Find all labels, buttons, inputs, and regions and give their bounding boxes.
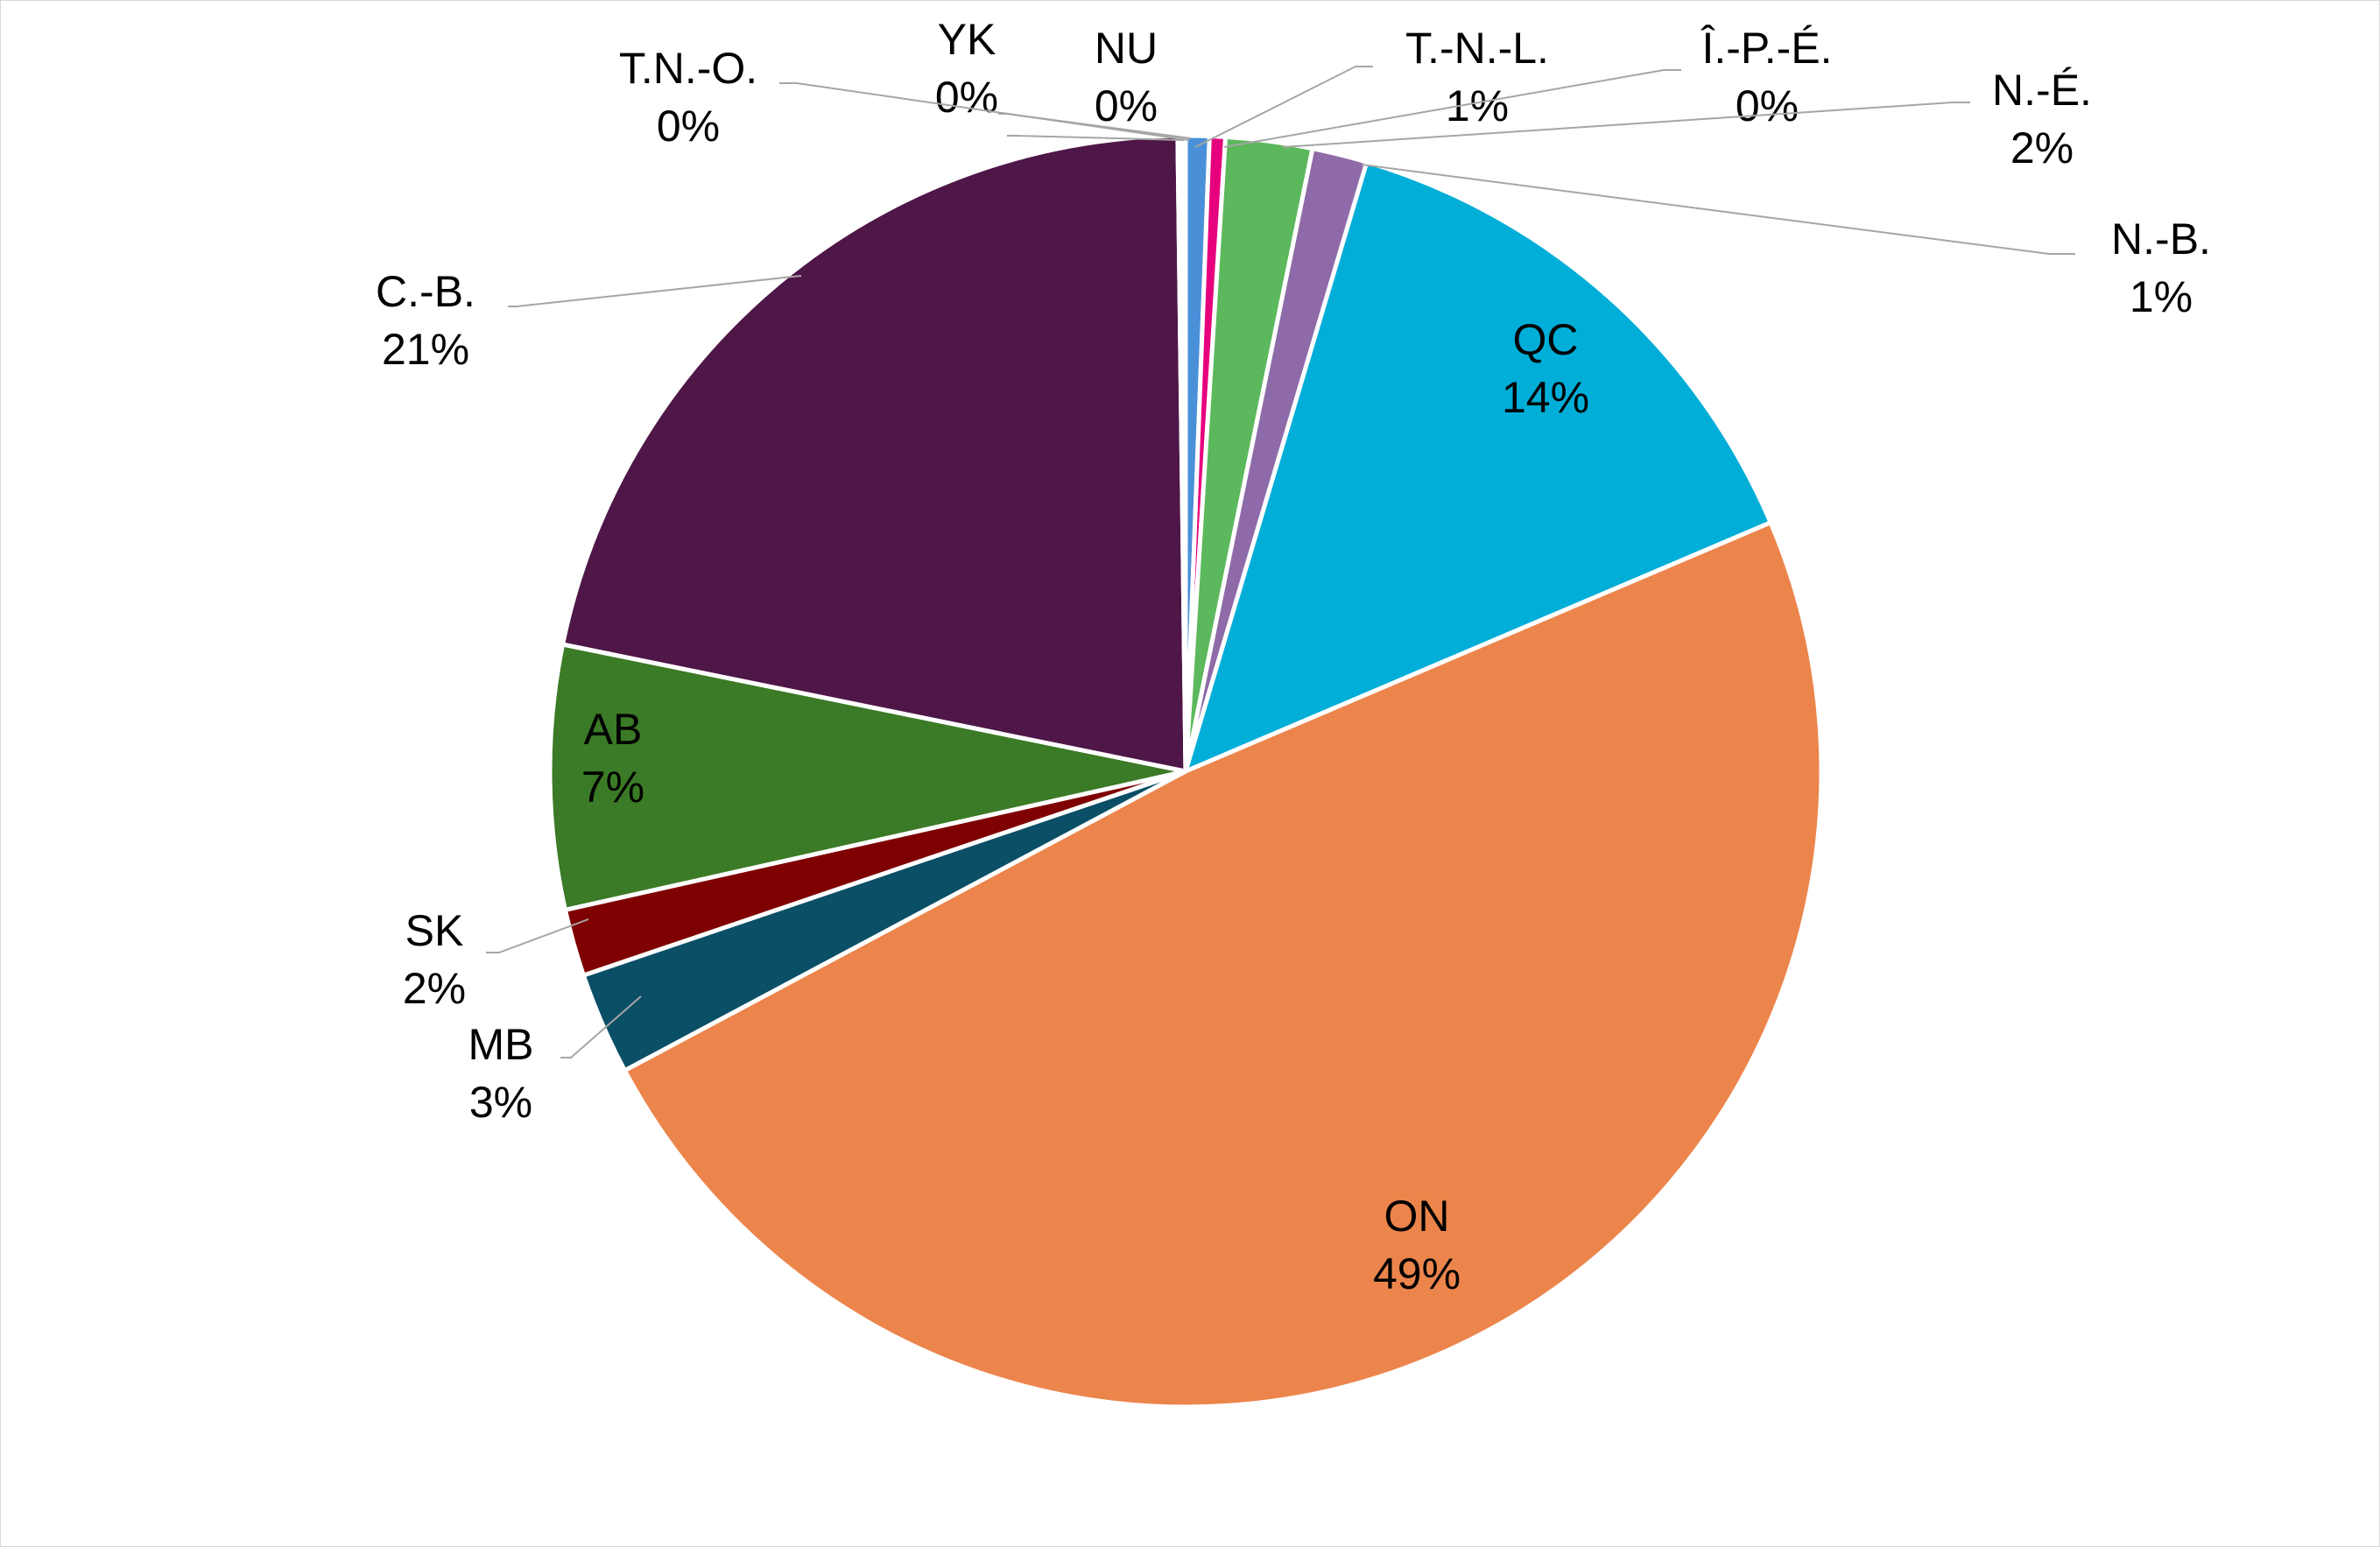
slice-percent-c-b: 21%	[382, 325, 469, 374]
slice-percent-ab: 7%	[581, 763, 644, 812]
slice-label-p: Î.-P.-É.	[1700, 24, 1832, 73]
pie-slice-on	[622, 520, 1824, 1410]
leader-line-t-n-o	[779, 82, 1190, 141]
leader-line-mb	[560, 995, 642, 1058]
leader-line-t-n-l	[1194, 66, 1373, 148]
leader-line-c-b	[508, 275, 802, 307]
slice-label-t-n-l: T.-N.-L.	[1405, 24, 1549, 73]
slice-label-n-b: N.-B.	[2111, 214, 2211, 264]
slice-percent-n-b: 1%	[2130, 272, 2193, 321]
slice-label-nu: NU	[1095, 24, 1158, 73]
pie-slice-qc	[1183, 159, 1773, 774]
slice-label-t-n-o: T.N.-O.	[619, 44, 757, 93]
slice-percent-p: 0%	[1736, 81, 1799, 130]
pie-slice-c-b	[560, 133, 1188, 774]
leader-line-n	[1282, 102, 1970, 148]
slice-percent-t-n-o: 0%	[657, 102, 720, 151]
slice-label-qc: QC	[1513, 315, 1579, 364]
slice-label-ab: AB	[584, 705, 643, 754]
leader-line-n-b	[1361, 164, 2075, 255]
slice-label-n: N.-É.	[1992, 66, 2092, 115]
slice-percent-nu: 0%	[1095, 81, 1158, 130]
slice-percent-yk: 0%	[935, 73, 998, 122]
pie-slice-ab	[547, 642, 1188, 912]
slice-label-mb: MB	[468, 1020, 534, 1069]
slice-label-yk: YK	[938, 15, 996, 64]
leader-line-sk	[486, 918, 589, 953]
slice-percent-sk: 2%	[403, 964, 466, 1013]
slice-label-sk: SK	[405, 906, 464, 955]
leader-line-p	[1223, 69, 1681, 148]
pie-slice-nu	[1181, 133, 1188, 774]
slice-percent-mb: 3%	[469, 1078, 532, 1127]
slice-percent-n: 2%	[2010, 123, 2074, 172]
leader-line-nu	[1007, 135, 1185, 141]
slice-percent-qc: 14%	[1502, 373, 1589, 422]
slice-label-c-b: C.-B.	[376, 267, 475, 316]
slice-percent-on: 49%	[1373, 1249, 1461, 1298]
slice-label-on: ON	[1384, 1192, 1450, 1241]
